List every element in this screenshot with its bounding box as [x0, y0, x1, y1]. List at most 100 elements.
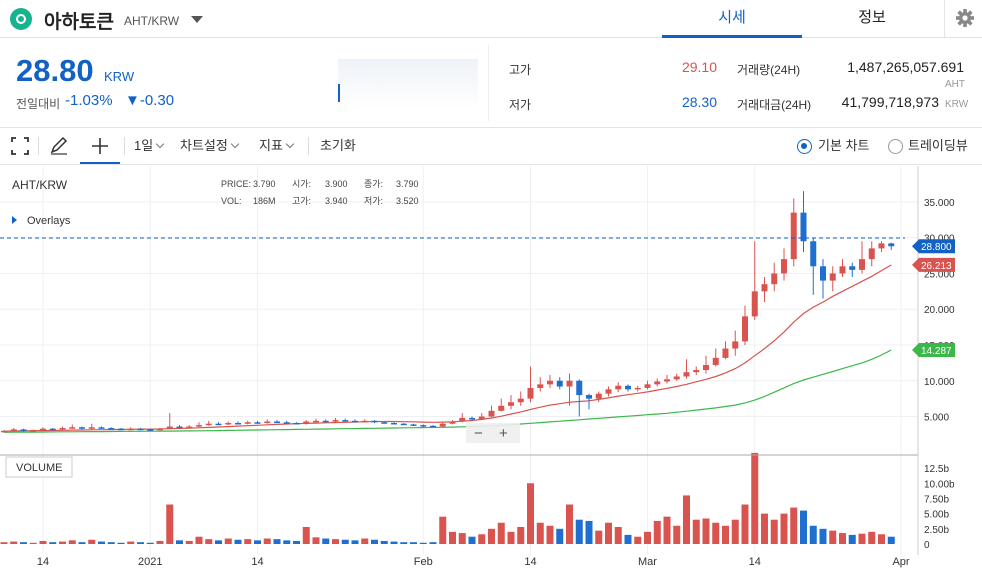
price-badge-value: 26.213 — [921, 261, 952, 272]
volume-bar — [293, 540, 300, 544]
candle-body — [478, 416, 485, 420]
tradingview-label[interactable]: 트레이딩뷰 — [908, 138, 968, 153]
zoom-panel — [466, 423, 520, 443]
indicators-select[interactable]: 지표 — [259, 128, 295, 164]
volume-bar — [410, 542, 417, 544]
volume-bar — [98, 541, 105, 544]
volume-bar — [59, 541, 66, 544]
volume-tick-label: 2.50b — [924, 525, 949, 536]
volume-bar — [770, 519, 778, 544]
open-label: 시가: — [292, 179, 311, 189]
price-chart[interactable]: 35.00030.00025.00020.00015.00010.0005.00… — [0, 166, 982, 569]
volume-bar — [68, 540, 76, 544]
candle-body — [664, 379, 670, 382]
chart-settings-label: 차트설정 — [180, 138, 228, 153]
current-price: 28.80 — [16, 53, 94, 88]
low-label: 저가: — [364, 196, 383, 206]
candle-body — [439, 423, 446, 427]
candle-body — [225, 422, 232, 425]
coin-logo-icon — [10, 8, 32, 30]
volume-tick-label: 5.00b — [924, 510, 949, 521]
volume-bar — [585, 520, 593, 544]
candle-body — [196, 425, 202, 427]
candle-body — [332, 420, 339, 422]
zoom-out-button[interactable]: − — [474, 425, 483, 442]
volume-bar — [478, 534, 486, 544]
candle-body — [634, 387, 641, 390]
overlays-arrow-icon[interactable] — [12, 216, 17, 224]
crosshair-button[interactable] — [80, 128, 120, 164]
tab-price[interactable]: 시세 — [662, 0, 802, 38]
price-badge — [912, 257, 955, 272]
coin-pair[interactable]: AHT/KRW — [124, 14, 180, 28]
volume-bar — [780, 513, 788, 544]
candle-body — [800, 212, 807, 242]
volume-bar — [302, 526, 310, 544]
basic-chart-radio[interactable] — [797, 139, 812, 154]
close-value: 3.790 — [396, 179, 419, 189]
candle-body — [508, 402, 514, 406]
pencil-icon — [50, 136, 68, 155]
volume-bar — [731, 519, 739, 544]
crosshair-icon — [92, 138, 108, 154]
candle-body — [586, 395, 592, 399]
volume-bar — [556, 528, 564, 544]
candle-body — [381, 422, 388, 424]
volume-bar — [419, 542, 427, 544]
tab-info[interactable]: 정보 — [858, 9, 886, 26]
volume-bar — [527, 483, 534, 544]
volume-bar — [848, 534, 856, 544]
basic-chart-label[interactable]: 기본 차트 — [818, 138, 870, 153]
coin-name[interactable]: 아하토큰 — [44, 12, 114, 33]
volume-bar — [683, 495, 690, 544]
settings-button[interactable] — [944, 0, 982, 38]
candle-body — [127, 428, 134, 431]
candle-body — [566, 380, 573, 387]
chart-settings-select[interactable]: 차트설정 — [180, 128, 240, 164]
candle-body — [371, 420, 378, 423]
price-tick-label: 20.000 — [924, 305, 955, 316]
volume-bar — [146, 542, 154, 544]
candle-body — [790, 212, 797, 260]
volume-bar — [156, 540, 164, 544]
fullscreen-button[interactable] — [10, 128, 30, 164]
low-value: 3.520 — [396, 196, 419, 206]
candle-body — [761, 284, 768, 292]
draw-button[interactable] — [48, 128, 70, 164]
interval-select[interactable]: 1일 — [134, 128, 165, 164]
zoom-in-button[interactable]: + — [499, 425, 508, 442]
candle-body — [303, 421, 310, 424]
volume-bar — [624, 534, 632, 544]
overlays-toggle[interactable]: Overlays — [27, 215, 71, 227]
coin-dropdown-icon[interactable] — [191, 16, 203, 23]
change-percent: -1.03% — [65, 92, 113, 109]
change-amount: ▼-0.30 — [125, 92, 175, 109]
volume-axis: 12.5b 10.00b 7.50b 5.00b 2.50b 0 — [924, 464, 955, 551]
candle-body — [888, 243, 895, 247]
candle-body — [693, 370, 700, 373]
volume-bar — [78, 542, 86, 544]
candle-body — [605, 389, 612, 394]
volume-bar — [215, 540, 222, 544]
fullscreen-icon — [11, 137, 29, 155]
moving-averages — [3, 264, 892, 433]
volume-bar — [20, 542, 27, 544]
volume-bar — [517, 526, 525, 544]
reset-button[interactable]: 초기화 — [320, 138, 356, 153]
time-tick-label: 14 — [37, 556, 49, 568]
volume-bar — [507, 531, 515, 544]
open-value: 3.900 — [325, 179, 348, 189]
time-tick-label: Apr — [892, 556, 909, 568]
volume-bar — [49, 542, 57, 544]
volume-label-box — [5, 456, 73, 478]
divider — [308, 137, 309, 155]
candle-body — [137, 428, 144, 431]
volume-bar — [644, 531, 651, 544]
candle-body — [488, 410, 495, 417]
candle-body — [391, 422, 397, 425]
candle-body — [1, 430, 7, 433]
tradingview-radio[interactable] — [888, 139, 903, 154]
candle-body — [166, 426, 173, 429]
volume-bar — [29, 542, 37, 544]
candle-body — [274, 421, 280, 424]
